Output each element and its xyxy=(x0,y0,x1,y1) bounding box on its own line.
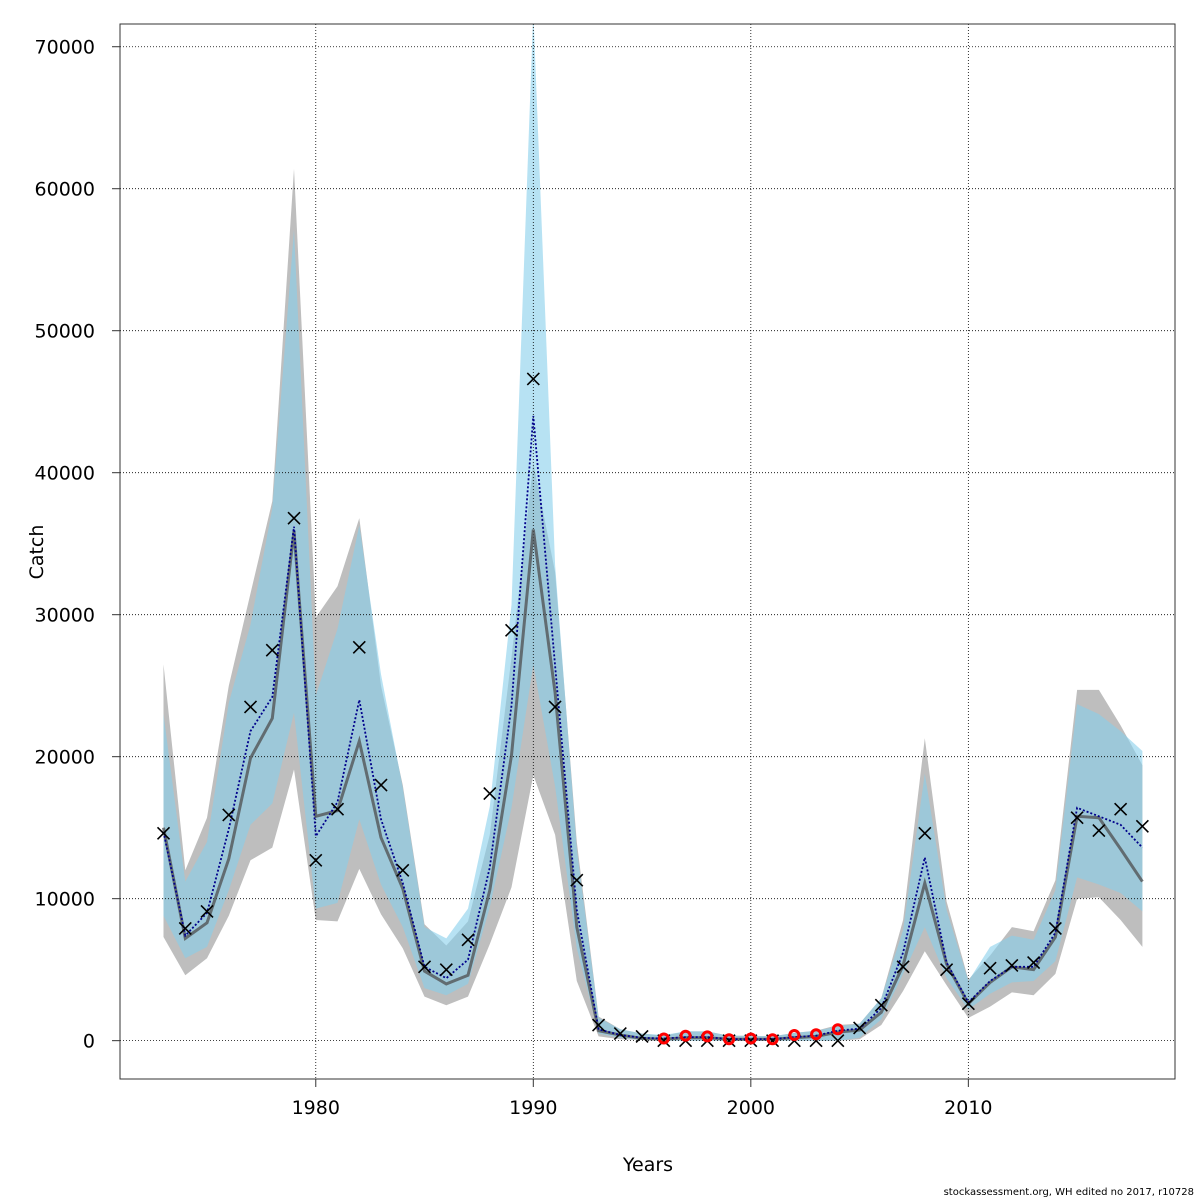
observed-x-marker xyxy=(243,700,258,714)
observed-x-marker xyxy=(156,826,171,840)
observed-x-marker xyxy=(265,643,279,657)
observed-x-marker xyxy=(570,873,584,887)
observed-x-marker xyxy=(548,700,562,714)
observed-circle-marker xyxy=(701,1030,714,1043)
observed-x-marker xyxy=(1005,958,1019,972)
observed-x-marker xyxy=(178,921,192,936)
observed-circle-marker xyxy=(831,1023,844,1036)
observed-x-marker xyxy=(352,640,366,654)
observed-x-marker xyxy=(417,960,432,974)
observed-x-marker xyxy=(439,963,453,977)
observed-circle-marker xyxy=(810,1028,823,1041)
x-tick-label: 1980 xyxy=(292,1097,340,1119)
x-axis-title: Years xyxy=(622,1154,673,1176)
observed-x-marker xyxy=(200,904,214,919)
y-tick-label: 60000 xyxy=(35,179,95,201)
observed-x-marker xyxy=(1114,802,1128,816)
confidence-bands xyxy=(163,24,1143,1041)
observed-circle-marker xyxy=(723,1033,736,1046)
median-line-blue-dotted xyxy=(162,415,1144,1041)
observed-x-marker xyxy=(396,863,410,877)
observed-circle-marker xyxy=(679,1029,692,1042)
observed-circle-marker xyxy=(744,1032,757,1045)
y-axis-title: Catch xyxy=(26,525,48,580)
observed-x-marker xyxy=(831,1034,845,1048)
grid-lines xyxy=(120,24,1175,1079)
footer-credit: stockassessment.org, WH edited no 2017, … xyxy=(943,1187,1194,1198)
observed-x-marker xyxy=(918,826,932,840)
observed-x-marker xyxy=(461,933,475,947)
y-tick-label: 40000 xyxy=(35,463,95,485)
observed-x-marker xyxy=(1092,823,1106,838)
x-tick-label: 2000 xyxy=(727,1097,775,1119)
median-lines xyxy=(162,415,1144,1041)
observed-x-marker xyxy=(940,963,954,977)
observed-x-marker xyxy=(591,1018,606,1032)
x-tick-label: 1990 xyxy=(509,1097,557,1119)
axes: 1980 1990 2000 2010 0 10000 20000 30000 40000 500… xyxy=(35,37,993,1119)
blue-confidence-band xyxy=(163,24,1143,1041)
observed-circle-marker xyxy=(766,1033,779,1046)
observed-x-marker xyxy=(983,961,997,975)
observed-x-marker xyxy=(874,998,888,1012)
y-tick-label: 70000 xyxy=(35,37,95,59)
observed-x-marker xyxy=(1135,819,1149,833)
y-tick-label: 30000 xyxy=(35,605,95,627)
plot-frame xyxy=(119,23,1176,1080)
observed-x-marker xyxy=(853,1021,867,1035)
y-tick-label: 50000 xyxy=(35,321,95,343)
observed-x-marker xyxy=(222,808,236,822)
observed-x-marker xyxy=(613,1026,627,1041)
x-tick-label: 2010 xyxy=(944,1097,992,1119)
observed-x-marker xyxy=(896,960,910,974)
observed-x-marker xyxy=(1048,921,1062,936)
data-markers xyxy=(156,372,1149,1048)
observed-x-marker xyxy=(504,623,519,637)
observed-x-marker xyxy=(309,853,323,867)
observed-circle-marker xyxy=(788,1028,801,1041)
observed-x-marker xyxy=(961,997,975,1011)
observed-x-marker xyxy=(635,1029,649,1043)
observed-x-marker xyxy=(330,802,345,816)
y-tick-label: 20000 xyxy=(35,747,95,769)
observed-x-marker xyxy=(526,372,540,386)
observed-x-marker xyxy=(374,778,388,792)
observed-x-marker xyxy=(1027,956,1041,970)
observed-circle-marker xyxy=(657,1032,670,1045)
observed-x-marker xyxy=(1070,811,1084,825)
observed-x-marker xyxy=(287,511,301,525)
y-tick-label: 10000 xyxy=(35,889,95,911)
y-tick-label: 0 xyxy=(83,1031,95,1053)
observed-x-marker xyxy=(483,787,497,801)
